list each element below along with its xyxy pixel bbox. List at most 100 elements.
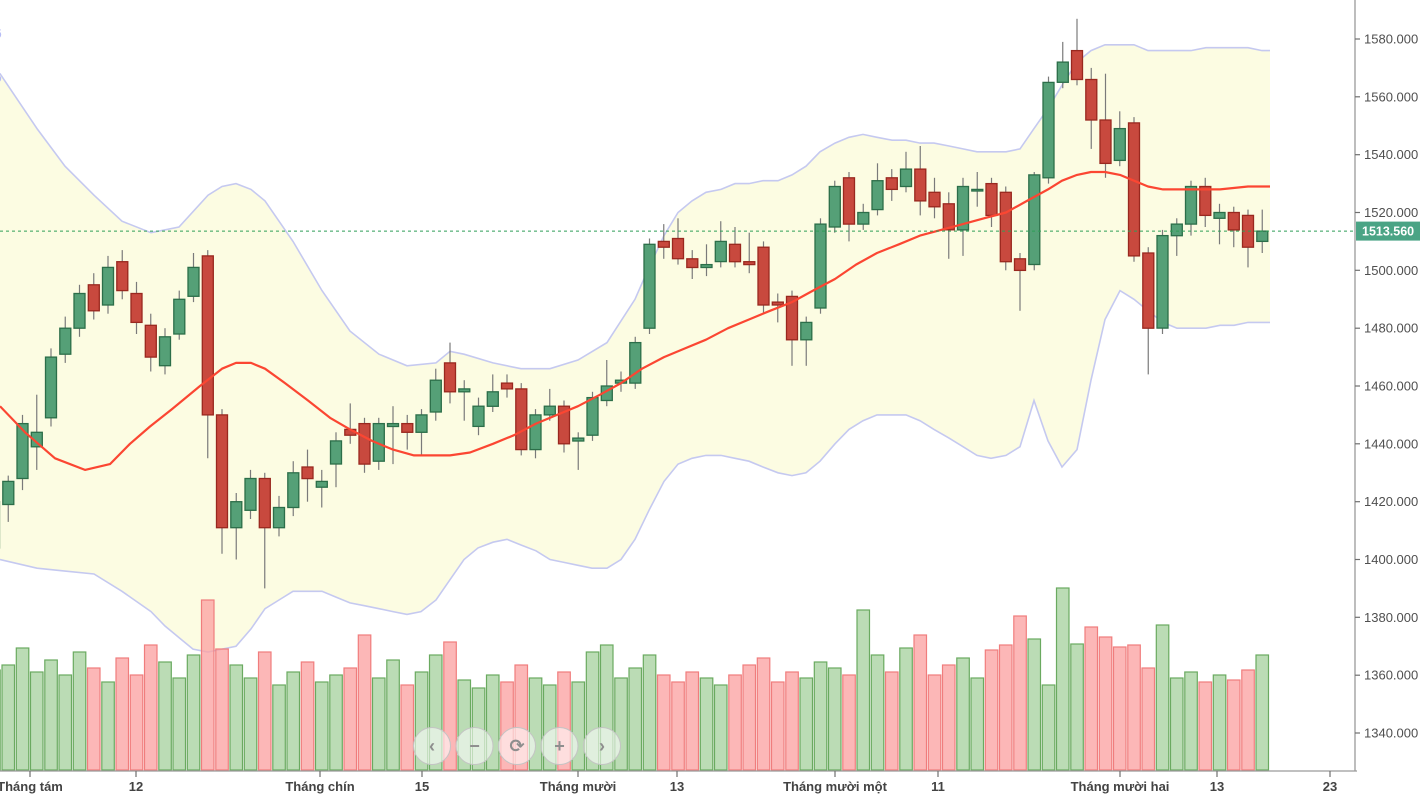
candle-body-down — [301, 466, 314, 480]
volume-bar — [1013, 615, 1027, 771]
candle-body-down — [771, 301, 784, 306]
zoom-in-button-circle[interactable] — [540, 727, 579, 765]
candle-body-up — [1213, 211, 1226, 219]
candle-body-up — [714, 240, 727, 263]
volume-bar — [129, 674, 144, 771]
volume-bar — [785, 671, 799, 771]
candle-body-down — [201, 255, 214, 416]
volume-bar — [1169, 677, 1184, 771]
pan-left-button-circle[interactable] — [413, 727, 451, 765]
volume-bar — [984, 649, 999, 771]
zoom-out-button-circle[interactable] — [455, 727, 494, 765]
candle-body-down — [885, 177, 898, 191]
candle-body-up — [971, 188, 984, 192]
candle-body-down — [116, 261, 129, 292]
candle-body-down — [1227, 211, 1240, 231]
volume-bar — [799, 677, 814, 771]
bollinger-upper-band — [0, 43, 1270, 370]
candle-body-up — [315, 480, 328, 488]
volume-bar — [1027, 638, 1042, 771]
candle-body-down — [1013, 258, 1027, 272]
x-axis-label: Tháng mười — [540, 779, 616, 794]
candle-body-down — [914, 168, 927, 202]
volume-bar — [956, 657, 970, 771]
volume-bar — [329, 674, 343, 771]
candle-body-up — [1184, 185, 1198, 225]
candle-body-up — [956, 185, 970, 231]
candle-body-down — [401, 422, 414, 433]
pan-left-button[interactable]: ‹ — [413, 727, 451, 765]
volume-bar — [158, 661, 172, 771]
volume-bar — [742, 664, 757, 771]
y-axis-label: 1340.000 — [1364, 726, 1418, 741]
reset-view-button-icon[interactable]: ⟳ — [509, 736, 524, 756]
candle-body-down — [1127, 122, 1141, 257]
candle-body-up — [700, 263, 713, 269]
candle-body-up — [458, 388, 471, 393]
x-axis-label: 15 — [415, 779, 429, 794]
zoom-out-button[interactable]: − — [455, 727, 494, 765]
x-axis-label: Tháng mười hai — [1071, 779, 1170, 794]
volume-bar — [642, 654, 657, 771]
candle-body-down — [144, 324, 157, 358]
volume-bar — [229, 664, 244, 771]
legend-fragment-layer: 66 — [0, 25, 2, 85]
candle-body-up — [586, 396, 599, 436]
pan-right-button[interactable]: › — [583, 727, 621, 765]
candle-body-up — [529, 414, 542, 451]
volume-bar — [728, 674, 742, 771]
volume-bar — [770, 681, 785, 771]
last-price-layer: 1513.560 — [0, 221, 1420, 241]
volume-bar — [1212, 674, 1227, 771]
candle-body-up — [16, 422, 29, 480]
volume-bar — [1070, 643, 1084, 771]
pan-right-button-circle[interactable] — [583, 727, 621, 765]
x-axis-label: 13 — [670, 779, 684, 794]
reset-view-button-circle[interactable] — [498, 727, 536, 765]
volume-bar — [1041, 684, 1056, 771]
candle-body-up — [415, 414, 428, 433]
zoom-in-button-icon[interactable]: + — [554, 736, 565, 756]
volume-bar — [101, 681, 115, 771]
volume-bar — [300, 661, 315, 771]
x-axis-label: 23 — [1323, 779, 1337, 794]
volume-bar — [1084, 626, 1099, 771]
zoom-out-button-icon[interactable]: − — [469, 736, 480, 756]
volume-bar — [58, 674, 73, 771]
x-axis-label: 13 — [1210, 779, 1224, 794]
candle-body-down — [842, 177, 856, 225]
candle-body-down — [757, 246, 770, 306]
volume-bar — [899, 647, 913, 771]
candle-body-down — [657, 240, 670, 248]
candle-body-up — [73, 292, 86, 329]
volume-bar — [200, 599, 215, 771]
y-axis-label: 1440.000 — [1364, 436, 1418, 451]
volume-bar — [1241, 669, 1255, 771]
volume-bar — [842, 674, 856, 771]
volume-bar — [913, 634, 928, 771]
y-axis-label: 1400.000 — [1364, 552, 1418, 567]
candle-body-up — [1113, 127, 1126, 162]
candle-body-up — [329, 440, 343, 465]
moving-average-layer — [0, 170, 1270, 471]
candle-body-down — [500, 382, 514, 390]
volume-bar — [243, 677, 258, 771]
candle-body-up — [857, 211, 870, 225]
candle-body-down — [87, 284, 100, 312]
volume-bar — [172, 677, 187, 771]
volume-bar — [870, 654, 885, 771]
volume-bar — [386, 659, 400, 771]
zoom-in-button[interactable]: + — [540, 727, 579, 765]
volume-bar — [44, 659, 58, 771]
candle-body-up — [2, 480, 15, 506]
reset-view-button[interactable]: ⟳ — [498, 727, 536, 765]
volume-bar — [884, 671, 899, 771]
pan-right-button-icon[interactable]: › — [599, 736, 605, 756]
pan-left-button-icon[interactable]: ‹ — [429, 736, 435, 756]
volume-bar — [1255, 654, 1270, 771]
volume-bar — [827, 667, 842, 771]
candle-body-up — [187, 266, 200, 297]
candle-body-down — [999, 191, 1012, 263]
